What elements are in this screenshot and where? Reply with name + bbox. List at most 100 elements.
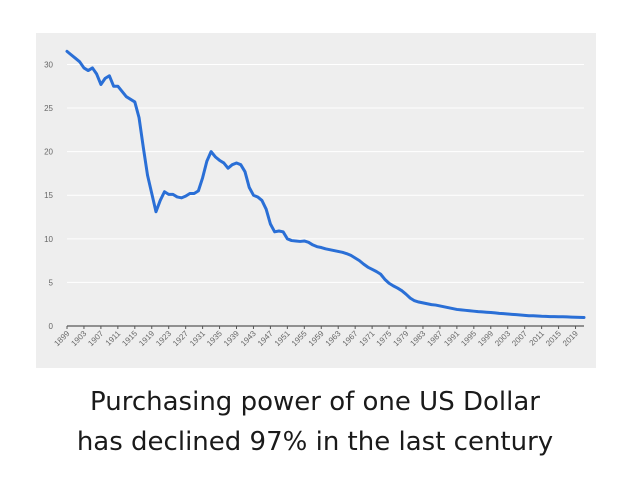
data-point <box>65 50 69 53</box>
caption: Purchasing power of one US Dollar has de… <box>0 382 630 462</box>
data-point <box>256 195 259 199</box>
data-point <box>303 239 306 243</box>
data-point <box>197 189 200 193</box>
data-point <box>570 315 573 319</box>
data-point <box>192 192 196 195</box>
data-point <box>175 195 179 199</box>
data-point <box>103 77 107 80</box>
y-tick-label: 30 <box>44 60 53 69</box>
data-point <box>277 229 281 233</box>
data-point <box>540 315 543 318</box>
data-point <box>231 163 234 166</box>
data-point <box>311 243 314 247</box>
data-point <box>489 311 492 314</box>
data-point <box>574 316 577 319</box>
data-point <box>544 315 548 318</box>
data-point <box>180 196 183 200</box>
data-point <box>159 199 162 202</box>
data-point <box>214 155 217 159</box>
data-point <box>442 305 446 309</box>
data-point <box>150 192 153 195</box>
data-point <box>379 272 382 276</box>
data-point <box>502 312 505 315</box>
data-point <box>332 249 336 252</box>
data-point <box>476 310 480 313</box>
data-point <box>120 90 124 93</box>
data-point <box>578 316 581 319</box>
data-point <box>188 192 192 195</box>
data-point <box>226 166 230 170</box>
data-point <box>337 250 340 253</box>
data-point <box>468 309 471 312</box>
data-point <box>248 186 251 189</box>
data-point <box>392 284 395 288</box>
caption-line-1: Purchasing power of one US Dollar <box>90 387 540 417</box>
data-point <box>493 311 497 315</box>
data-point <box>349 254 353 257</box>
data-point <box>201 176 204 179</box>
data-point <box>294 239 298 243</box>
data-point <box>481 310 484 314</box>
data-point <box>375 270 378 273</box>
data-point <box>527 314 531 317</box>
data-point <box>269 222 272 226</box>
data-point <box>209 150 213 153</box>
data-point <box>86 69 90 72</box>
data-point <box>146 173 149 177</box>
data-point <box>485 311 488 314</box>
data-point <box>561 315 565 318</box>
data-point <box>434 303 437 307</box>
data-point <box>260 199 264 202</box>
data-point <box>167 193 170 196</box>
data-point <box>387 282 391 285</box>
data-point <box>459 308 463 312</box>
data-point <box>548 315 552 318</box>
data-point <box>307 241 310 244</box>
caption-line-2: has declined 97% in the last century <box>76 427 554 457</box>
data-point <box>447 306 450 309</box>
y-tick-label: 0 <box>49 322 54 331</box>
data-point <box>91 66 94 70</box>
data-point <box>320 246 323 249</box>
data-point <box>239 163 242 166</box>
data-point <box>264 207 268 211</box>
data-point <box>243 170 247 173</box>
data-point <box>163 190 166 193</box>
data-point <box>383 278 387 281</box>
data-point <box>417 300 420 304</box>
data-point <box>142 146 145 149</box>
data-point <box>557 315 560 318</box>
y-tick-label: 15 <box>44 191 53 200</box>
data-point <box>273 230 276 234</box>
data-point <box>129 98 132 101</box>
chart: 0 5 10 15 20 25 30 1899 1903 1907 1911 1915 1919 1923… <box>36 33 596 368</box>
data-point <box>315 245 319 248</box>
data-point <box>125 95 128 98</box>
data-point <box>70 53 73 57</box>
data-point <box>582 316 586 319</box>
data-point <box>235 161 238 165</box>
y-tick-label: 20 <box>44 148 53 157</box>
data-point <box>341 251 344 254</box>
data-point <box>358 259 361 262</box>
data-point <box>82 66 86 70</box>
data-point <box>290 239 293 242</box>
y-tick-label: 25 <box>44 104 53 113</box>
data-point <box>421 301 425 305</box>
data-point <box>171 193 175 196</box>
data-point <box>519 313 522 317</box>
data-point <box>99 83 103 86</box>
data-point <box>328 248 331 251</box>
data-point <box>553 315 556 318</box>
data-point <box>370 268 374 271</box>
data-point <box>137 116 141 119</box>
y-tick-label: 10 <box>44 235 53 244</box>
data-point <box>523 314 526 317</box>
data-point <box>133 100 137 104</box>
data-point <box>506 312 509 316</box>
data-point <box>455 308 459 311</box>
data-point <box>413 299 416 302</box>
data-point <box>404 292 408 296</box>
data-point <box>116 85 120 88</box>
data-point <box>286 237 289 241</box>
